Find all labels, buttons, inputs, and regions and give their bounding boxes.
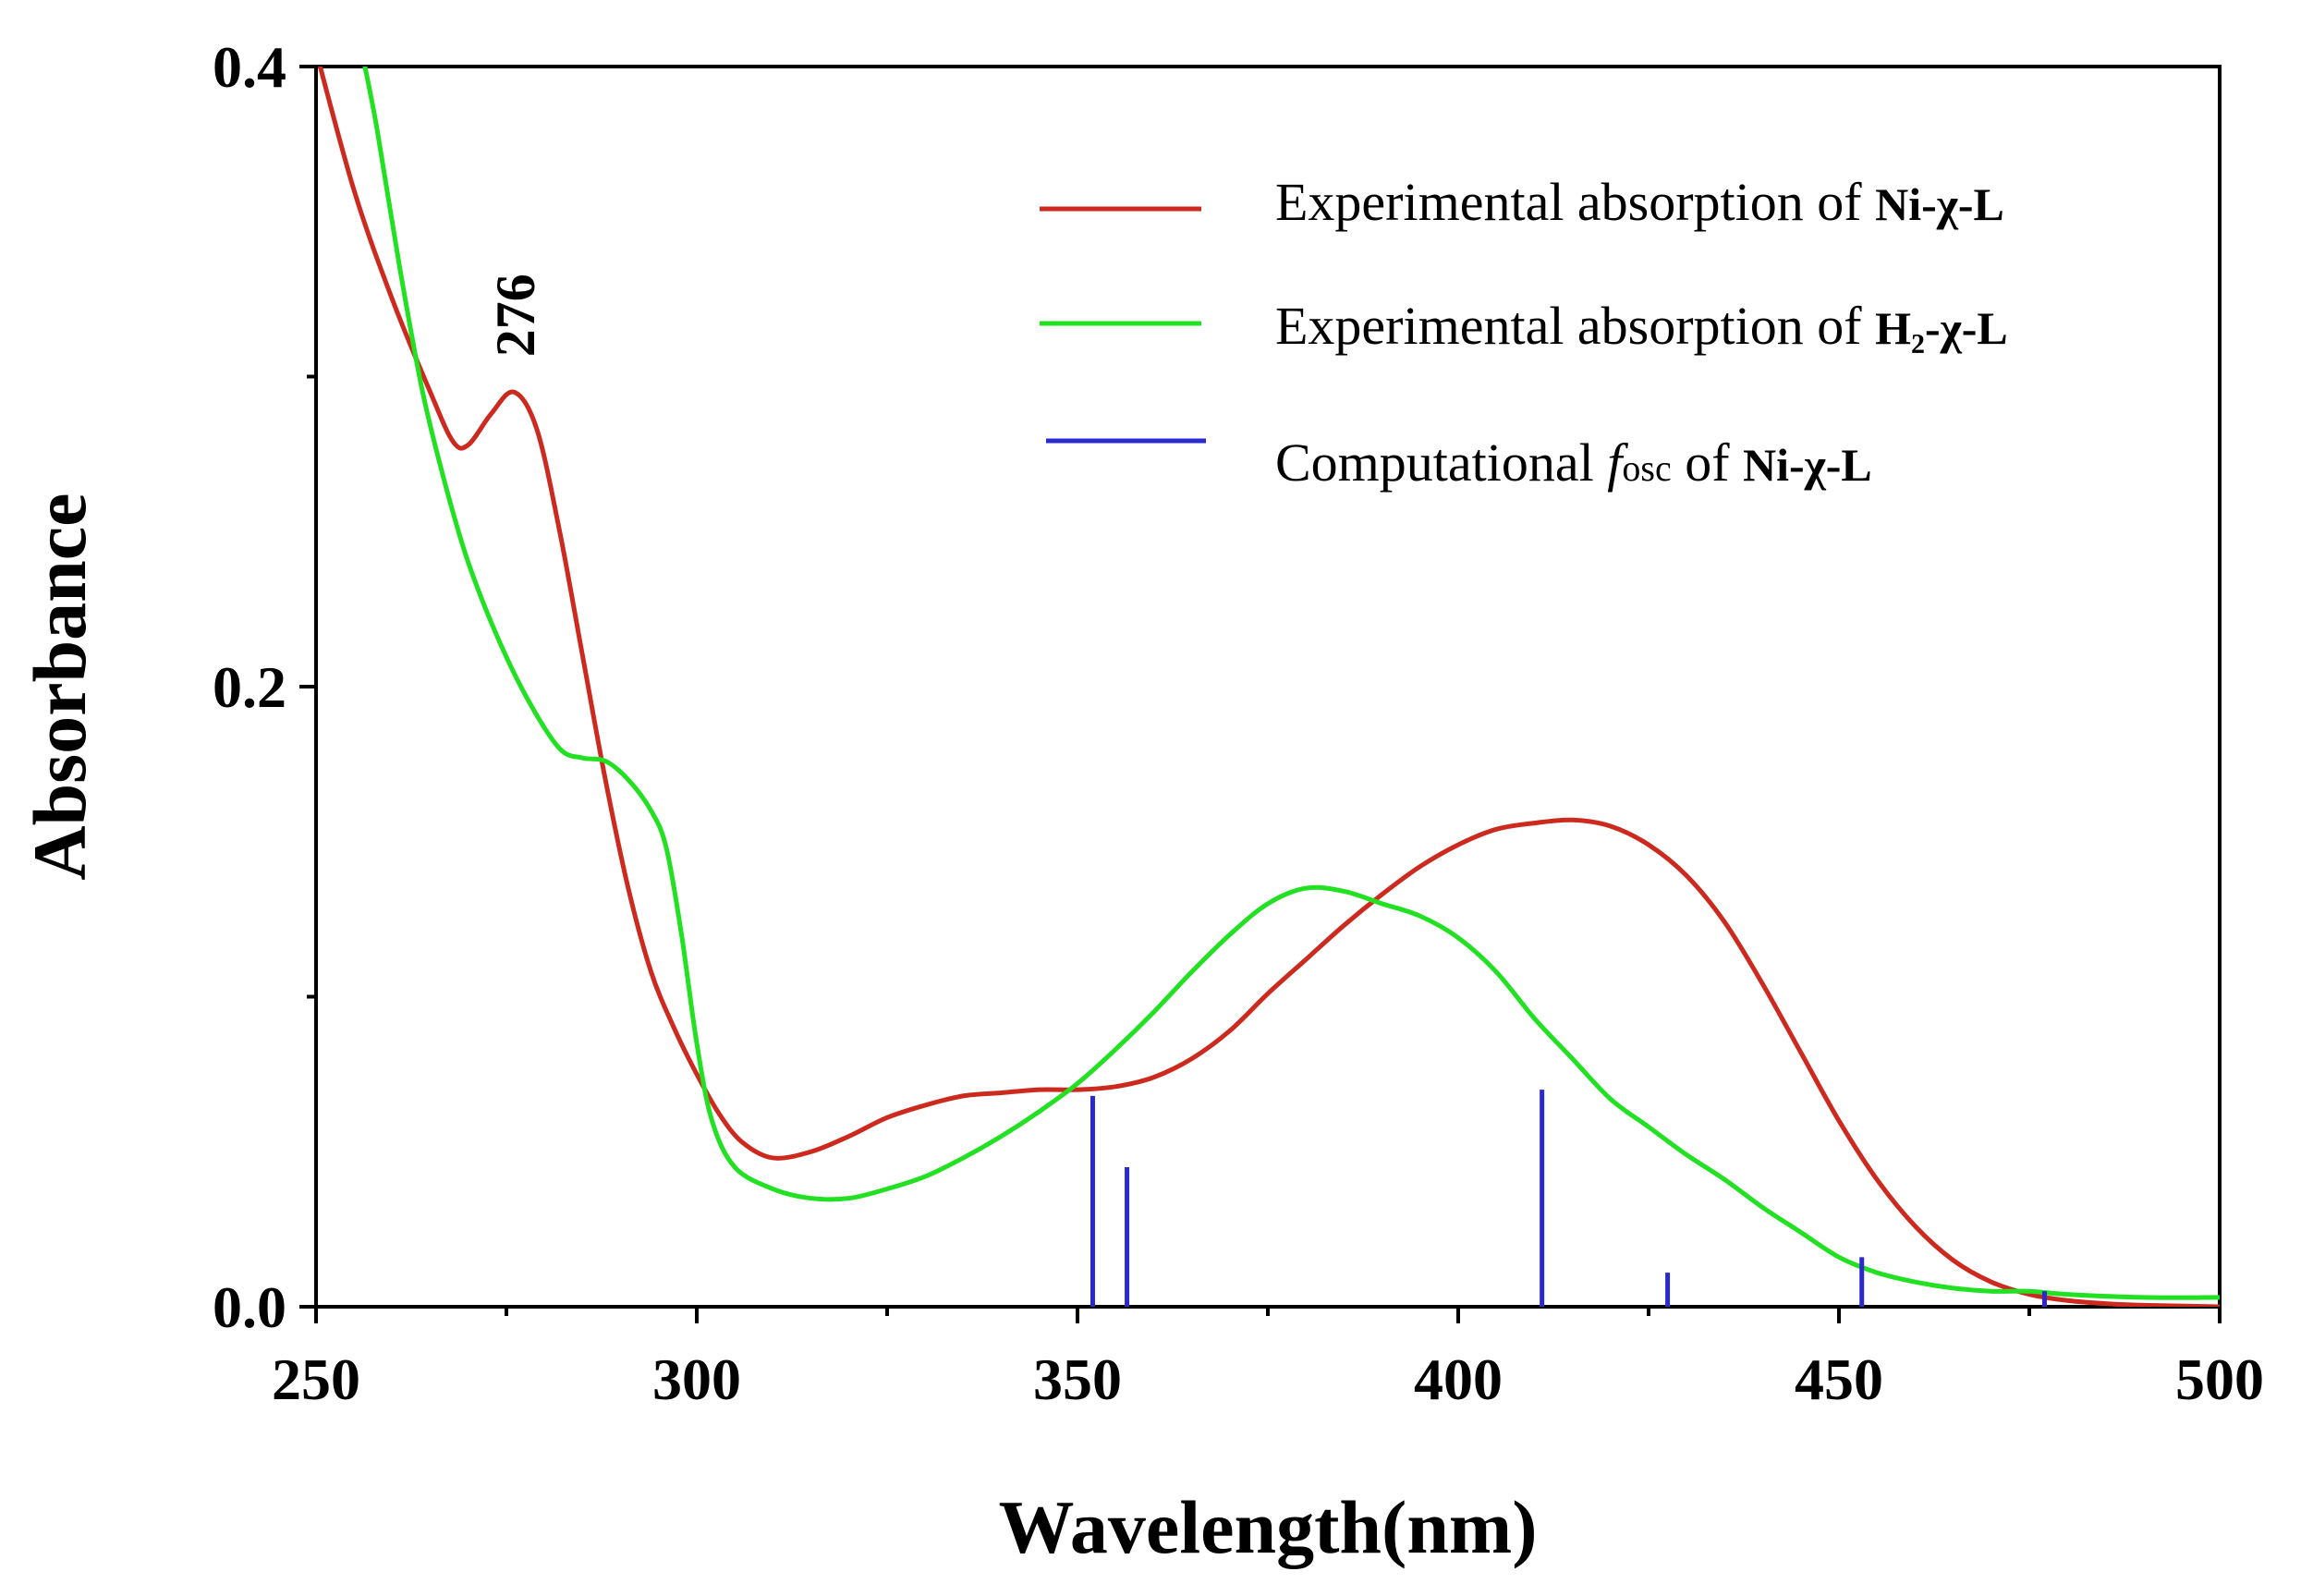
y-tick-label: 0.0 [213,1274,286,1340]
x-tick-label: 500 [2175,1346,2264,1412]
legend-label-computational-fosc: Computational fosc of Ni-χ-L [1275,433,1872,493]
y-tick-label: 0.2 [213,654,286,720]
series-h2-experimental-line [362,67,2220,1300]
x-tick-label: 450 [1795,1346,1883,1412]
y-tick-label: 0.4 [213,34,286,100]
legend-label-ni-experimental: Experimental absorption of Ni-χ-L [1275,172,2004,232]
series-ni-computational-fosc [1090,1090,2047,1307]
y-axis-title: Absorbance [18,493,102,880]
x-tick-label: 300 [652,1346,741,1412]
plot-area [317,67,2220,1307]
y-tick-labels: 0.0 0.2 0.4 [213,34,286,1340]
peak-annotation-276: 276 [485,274,546,357]
legend-label-h2-experimental: Experimental absorption of H₂-χ-L [1275,296,2008,356]
axis-ticks [299,65,2222,1323]
x-tick-label: 250 [272,1346,360,1412]
x-tick-label: 400 [1414,1346,1503,1412]
x-axis-title: Wavelength(nm) [998,1485,1537,1569]
plot-frame [314,65,2222,1309]
legend: Experimental absorption of Ni-χ-L Experi… [1040,172,2008,493]
x-tick-labels: 250 300 350 400 450 500 [272,1346,2264,1412]
x-tick-label: 350 [1033,1346,1122,1412]
series-ni-experimental-line [317,67,2220,1307]
